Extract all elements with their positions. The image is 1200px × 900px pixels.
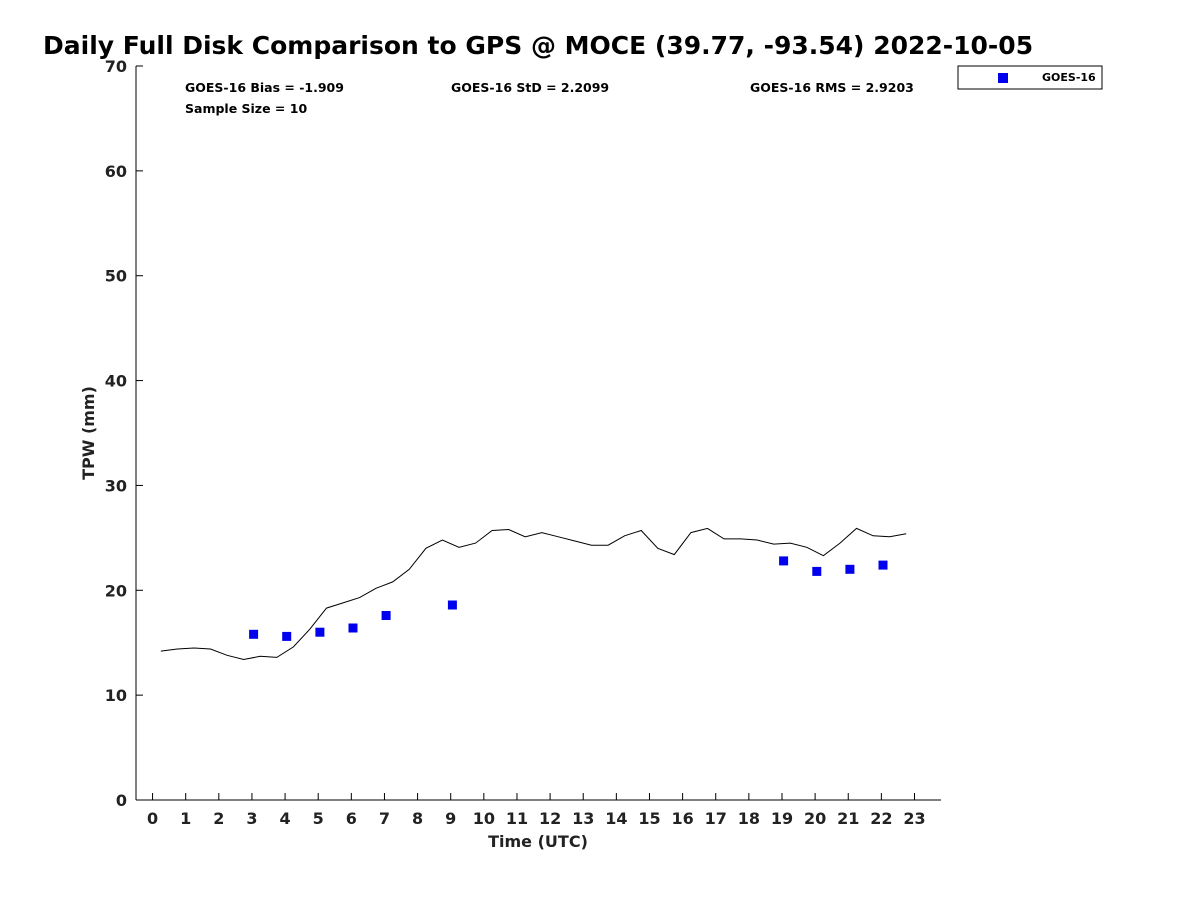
x-tick-label: 4 (280, 809, 291, 828)
y-tick-label: 60 (105, 162, 127, 181)
legend: GOES-16 (957, 65, 1103, 90)
x-tick-label: 8 (412, 809, 423, 828)
y-tick-label: 50 (105, 267, 127, 286)
x-tick-label: 0 (147, 809, 158, 828)
y-axis-label: TPW (mm) (79, 386, 98, 480)
chart-title: Daily Full Disk Comparison to GPS @ MOCE… (43, 31, 1033, 60)
x-axis-ticks: 0 1 2 3 4 5 6 7 8 9 10 11 12 13 14 15 16 17 18 19 20 21 22 23 (147, 793, 926, 828)
x-tick-label: 22 (870, 809, 892, 828)
y-tick-label: 70 (105, 57, 127, 76)
goes16-point (812, 566, 822, 576)
x-tick-label: 15 (638, 809, 660, 828)
x-tick-label: 18 (738, 809, 760, 828)
x-tick-label: 17 (705, 809, 727, 828)
goes16-point (282, 631, 292, 641)
goes16-point (348, 623, 358, 633)
legend-box (957, 65, 1103, 90)
series-points-goes16 (249, 556, 888, 641)
x-tick-label: 21 (837, 809, 859, 828)
goes16-point (878, 560, 888, 570)
goes16-point (447, 600, 457, 610)
x-axis-label: Time (UTC) (488, 832, 588, 851)
series-line-gps (160, 527, 907, 661)
y-axis-ticks: 0 10 20 30 40 50 60 70 (105, 57, 143, 810)
x-tick-label: 3 (246, 809, 257, 828)
x-tick-label: 23 (903, 809, 925, 828)
y-tick-label: 20 (105, 581, 127, 600)
annotation-bias: GOES-16 Bias = -1.909 (185, 80, 344, 95)
legend-label-goes16: GOES-16 (1042, 71, 1096, 84)
x-tick-label: 14 (605, 809, 627, 828)
x-tick-label: 2 (213, 809, 224, 828)
y-tick-label: 40 (105, 372, 127, 391)
x-tick-label: 10 (473, 809, 495, 828)
goes16-point (381, 611, 391, 620)
x-tick-label: 19 (771, 809, 793, 828)
goes16-point (779, 556, 789, 566)
annotation-rms: GOES-16 RMS = 2.9203 (750, 80, 914, 95)
x-tick-label: 13 (572, 809, 594, 828)
x-tick-label: 1 (180, 809, 191, 828)
y-tick-label: 30 (105, 476, 127, 495)
x-tick-label: 6 (346, 809, 357, 828)
x-tick-label: 9 (445, 809, 456, 828)
goes16-point (315, 627, 325, 637)
x-tick-label: 20 (804, 809, 826, 828)
x-tick-label: 7 (379, 809, 390, 828)
x-tick-label: 12 (539, 809, 561, 828)
x-tick-label: 11 (506, 809, 528, 828)
goes16-point (845, 564, 855, 574)
x-tick-label: 5 (313, 809, 324, 828)
y-tick-label: 10 (105, 686, 127, 705)
legend-marker-goes16 (998, 73, 1008, 83)
x-tick-label: 16 (671, 809, 693, 828)
annotation-std: GOES-16 StD = 2.2099 (451, 80, 609, 95)
y-tick-label: 0 (116, 791, 127, 810)
goes16-point (249, 629, 259, 639)
annotation-sample-size: Sample Size = 10 (185, 101, 307, 116)
